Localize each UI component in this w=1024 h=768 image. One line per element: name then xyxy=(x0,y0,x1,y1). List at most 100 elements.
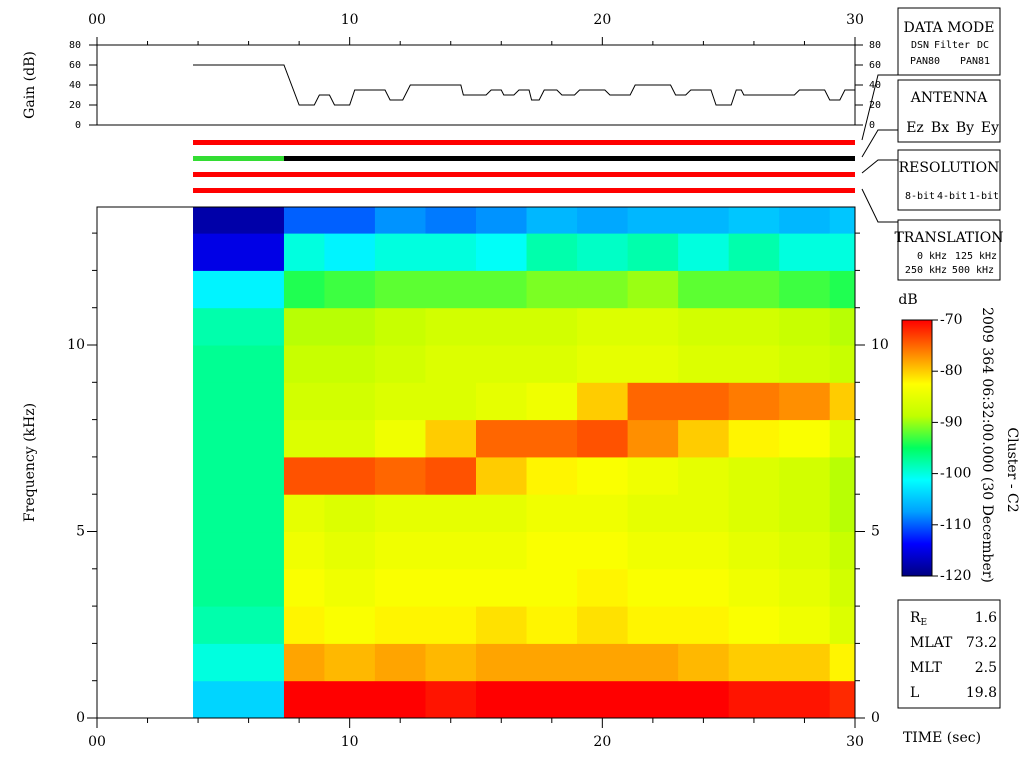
heatmap-cell xyxy=(678,382,730,421)
info-value: 73.2 xyxy=(966,635,997,651)
x-tick-label: 20 xyxy=(593,12,611,28)
heatmap-cell xyxy=(526,270,578,309)
heatmap-cell xyxy=(829,568,856,607)
panel-title: RESOLUTION xyxy=(899,160,1000,176)
heatmap-cell xyxy=(627,606,679,644)
heatmap-cell xyxy=(476,606,528,644)
heatmap-cell xyxy=(577,643,629,682)
heatmap-cell xyxy=(374,680,426,719)
panel-item: Bx xyxy=(931,120,949,136)
heatmap-cell xyxy=(577,382,629,421)
heatmap-cell xyxy=(627,643,679,682)
heatmap-cell xyxy=(193,680,285,719)
heatmap-cell xyxy=(829,207,856,234)
heatmap-cell xyxy=(678,307,730,346)
info-value: 2.5 xyxy=(975,660,997,676)
heatmap-cell xyxy=(193,307,285,346)
heatmap-cell xyxy=(324,382,376,421)
heatmap-cell xyxy=(728,456,780,495)
heatmap-cell xyxy=(374,494,426,533)
heatmap-cell xyxy=(324,419,376,458)
heatmap-cell xyxy=(627,419,679,458)
y-tick-label: 80 xyxy=(69,40,81,51)
heatmap-cell xyxy=(829,531,856,570)
heatmap-cell xyxy=(829,233,856,271)
heatmap-cell xyxy=(193,643,285,682)
heatmap-cell xyxy=(476,531,528,570)
colorbar-tick-label: -70 xyxy=(940,312,963,328)
y-tick-label-right: 80 xyxy=(869,40,881,51)
connector xyxy=(861,159,898,174)
y-axis-label: Frequency (kHz) xyxy=(22,403,38,522)
heatmap-cell xyxy=(577,568,629,607)
colorbar-tick-label: -80 xyxy=(940,363,963,379)
panel-item: Filter xyxy=(934,40,970,51)
heatmap-cell xyxy=(283,456,325,495)
heatmap-cell xyxy=(779,494,831,533)
heatmap-cell xyxy=(526,207,578,234)
heatmap-cell xyxy=(374,207,426,234)
heatmap-cell xyxy=(193,531,285,570)
panel-item: 250 kHz xyxy=(905,265,947,276)
x-tick-label: 00 xyxy=(88,12,106,28)
connector xyxy=(861,188,898,223)
heatmap-cell xyxy=(577,456,629,495)
heatmap-cell xyxy=(779,456,831,495)
x-tick-label: 10 xyxy=(341,734,359,750)
heatmap-cell xyxy=(193,568,285,607)
heatmap-cell xyxy=(324,270,376,309)
info-label-sub: E xyxy=(921,618,928,628)
panel-item: Ez xyxy=(906,120,924,136)
heatmap-cell xyxy=(283,270,325,309)
heatmap-cell xyxy=(283,233,325,271)
heatmap-cell xyxy=(526,233,578,271)
mode-bar xyxy=(283,156,855,161)
heatmap-cell xyxy=(829,606,856,644)
heatmap-cell xyxy=(526,680,578,719)
heatmap-cell xyxy=(577,233,629,271)
heatmap-cell xyxy=(627,382,679,421)
mode-bar xyxy=(193,156,284,161)
heatmap-cell xyxy=(728,419,780,458)
heatmap-cell xyxy=(476,419,528,458)
heatmap-cell xyxy=(526,307,578,346)
heatmap-cell xyxy=(728,270,780,309)
heatmap-cell xyxy=(779,531,831,570)
panel-item: Ey xyxy=(981,120,999,136)
heatmap-cell xyxy=(193,382,285,421)
y-tick-label: 40 xyxy=(69,80,81,91)
side-label: 2009 364 06:32:00.000 (30 December) xyxy=(979,307,995,583)
heatmap-cell xyxy=(476,568,528,607)
mode-bar xyxy=(193,188,856,193)
heatmap-cell xyxy=(476,456,528,495)
y-tick-label: 0 xyxy=(75,120,81,131)
heatmap-cell xyxy=(779,643,831,682)
info-value: 1.6 xyxy=(975,610,997,626)
heatmap-cell xyxy=(779,568,831,607)
heatmap-cell xyxy=(425,382,477,421)
y-tick-label: 60 xyxy=(69,60,81,71)
heatmap-cell xyxy=(728,307,780,346)
heatmap-cell xyxy=(829,456,856,495)
heatmap-cell xyxy=(425,233,477,271)
y-tick-label-right: 40 xyxy=(869,80,881,91)
heatmap-cell xyxy=(627,680,679,719)
panel-item: PAN81 xyxy=(960,56,990,67)
heatmap-cell xyxy=(425,606,477,644)
heatmap-cell xyxy=(283,606,325,644)
heatmap-cell xyxy=(678,531,730,570)
heatmap-cell xyxy=(283,531,325,570)
heatmap-cell xyxy=(728,568,780,607)
heatmap-cell xyxy=(577,307,629,346)
heatmap-cell xyxy=(829,643,856,682)
heatmap-cell xyxy=(577,680,629,719)
y-tick-label-right: 20 xyxy=(869,100,881,111)
heatmap-cell xyxy=(577,207,629,234)
heatmap-cell xyxy=(476,382,528,421)
heatmap-cell xyxy=(283,345,325,383)
heatmap-cell xyxy=(678,494,730,533)
heatmap-cell xyxy=(374,643,426,682)
heatmap-cell xyxy=(829,419,856,458)
panel-item: 4-bit xyxy=(937,191,967,202)
